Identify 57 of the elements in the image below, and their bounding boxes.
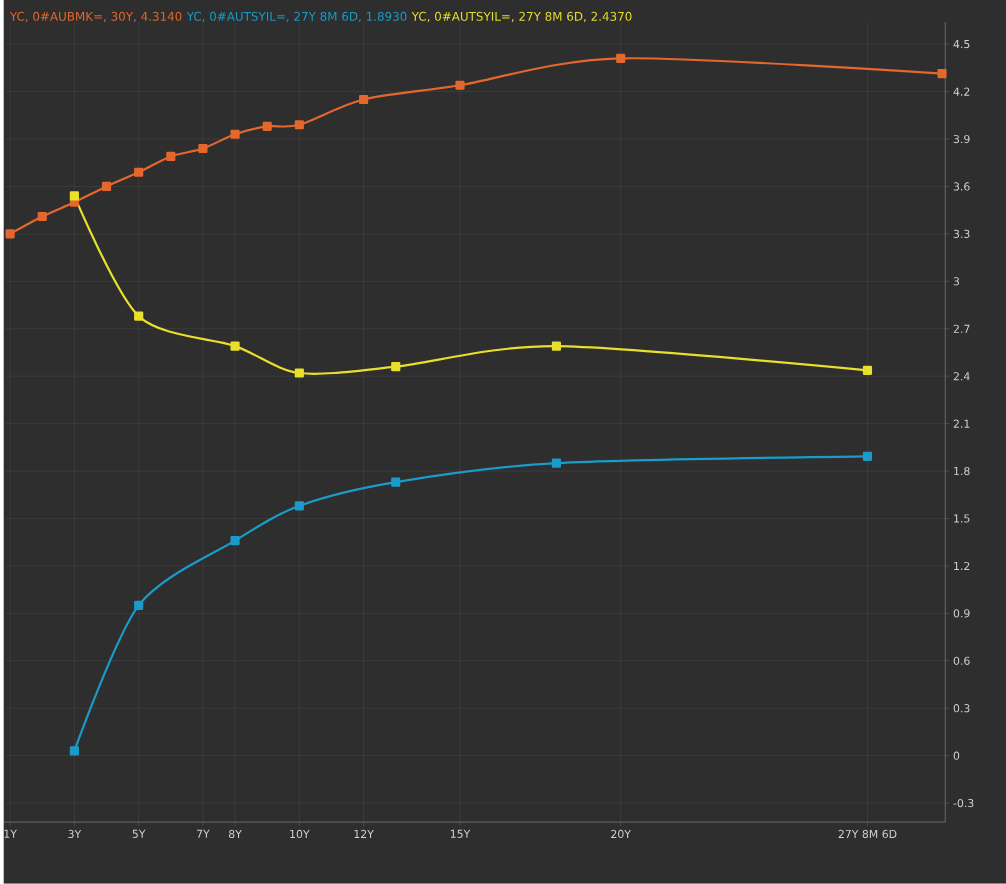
- point: [134, 600, 144, 611]
- y-tick-label: 1.8: [954, 467, 970, 476]
- text: YC, 0#AUBMK=, 30Y, 4.3140: [9, 11, 182, 23]
- x-tick-label: 8Y: [229, 829, 242, 839]
- y-tick-label: 1.2: [954, 562, 970, 571]
- point: [134, 167, 144, 177]
- y-tick-label: 2.1: [953, 419, 970, 428]
- point: [862, 451, 873, 462]
- y-tick-label: 2.4: [953, 372, 970, 381]
- point: [551, 341, 561, 351]
- x-tick-label: 3Y: [68, 829, 82, 839]
- point: [198, 144, 208, 154]
- x-tick-label: 10Y: [290, 829, 310, 839]
- text: YC, 0#AUTSYIL=, 27Y 8M 6D, 1.8930: [186, 11, 407, 23]
- point: [294, 120, 304, 130]
- point: [359, 95, 369, 105]
- y-tick-label: 4.5: [953, 40, 970, 49]
- point: [262, 121, 272, 132]
- point: [69, 191, 79, 201]
- y-tick-label: -0.3: [953, 799, 974, 808]
- y-tick-label: 0.3: [953, 704, 970, 713]
- point: [69, 746, 79, 756]
- x-tick-label: 27Y 8M 6D: [838, 829, 897, 839]
- x-tick-label: 15Y: [450, 829, 471, 839]
- point: [551, 458, 561, 468]
- y-tick-label: 3.9: [953, 135, 970, 144]
- point: [166, 151, 176, 162]
- y-tick-label: 1.5: [954, 514, 970, 523]
- y-tick-label: 0: [953, 751, 960, 760]
- point: [294, 368, 304, 378]
- y-tick-label: 0.6: [953, 656, 970, 666]
- point: [230, 129, 240, 139]
- point: [616, 53, 626, 64]
- x-tick-label: 5Y: [132, 829, 146, 839]
- point: [455, 80, 465, 90]
- y-tick-label: 4.2: [953, 87, 970, 96]
- x-tick-label: 1Y: [4, 829, 17, 838]
- y-tick-label: 0.9: [953, 609, 970, 618]
- point: [294, 501, 304, 511]
- point: [391, 362, 401, 372]
- point: [230, 536, 240, 546]
- x-tick-label: 20Y: [611, 829, 631, 839]
- point: [391, 477, 401, 487]
- text: YC, 0#AUTSYIL=, 27Y 8M 6D, 2.4370: [411, 11, 632, 23]
- point: [37, 212, 47, 222]
- point: [134, 311, 144, 321]
- point: [862, 365, 873, 376]
- point: [230, 341, 240, 351]
- x-tick-label: 7Y: [197, 829, 210, 838]
- y-tick-label: 2.7: [953, 324, 970, 333]
- y-tick-label: 3: [953, 277, 960, 286]
- point: [5, 229, 15, 239]
- x-tick-label: 12Y: [354, 829, 374, 839]
- point: [101, 181, 112, 192]
- y-tick-label: 3.3: [953, 229, 970, 239]
- point: [937, 69, 947, 79]
- y-tick-label: 3.6: [953, 182, 970, 191]
